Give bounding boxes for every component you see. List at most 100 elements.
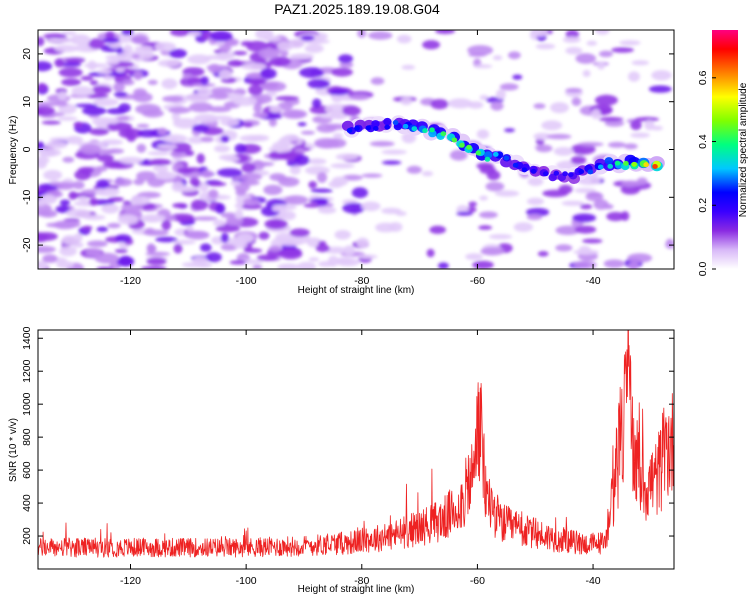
spectrogram-cell bbox=[492, 55, 503, 61]
spectrogram-cell bbox=[136, 123, 150, 128]
spectrogram-cell bbox=[209, 30, 233, 42]
spectrogram-cell bbox=[103, 160, 124, 169]
spectrogram-cell bbox=[64, 220, 81, 228]
spectrogram-cell bbox=[82, 106, 107, 116]
spectrogram-cell bbox=[105, 59, 120, 65]
spectrogram-cell bbox=[329, 88, 350, 96]
y-tick-label: -20 bbox=[21, 237, 33, 252]
spectrogram-cell bbox=[64, 57, 86, 64]
snr-series-line bbox=[38, 330, 674, 558]
spectrogram-cell bbox=[598, 50, 614, 58]
spectrogram-cell bbox=[437, 262, 449, 269]
spectrogram-cell bbox=[234, 209, 244, 220]
spectrogram-cell bbox=[146, 243, 156, 254]
spectrogram-cell bbox=[342, 202, 366, 214]
spectrogram-cell bbox=[38, 61, 53, 72]
spectrogram-cell bbox=[84, 93, 109, 99]
spectrogram-cell bbox=[43, 169, 63, 181]
spectrogram-cell bbox=[268, 118, 277, 127]
spectrogram-cell bbox=[154, 42, 177, 52]
spectrogram-cell bbox=[85, 248, 102, 257]
spectrogram-cell bbox=[243, 248, 263, 253]
spectrogram-cell bbox=[263, 36, 281, 42]
spectrogram-cell bbox=[107, 122, 133, 131]
ridge-cell bbox=[503, 155, 510, 161]
spectrogram-cell bbox=[289, 53, 312, 59]
spectrogram-cell bbox=[177, 167, 194, 175]
spectrogram-cell bbox=[490, 101, 504, 111]
spectrogram-cell bbox=[582, 238, 603, 244]
spectrogram-cell bbox=[555, 225, 580, 235]
spectrogram-cell bbox=[606, 211, 625, 222]
ridge-cell bbox=[587, 169, 594, 175]
spectrogram-cell bbox=[401, 64, 416, 70]
spectrogram-cell bbox=[602, 203, 614, 210]
spectrogram-cell bbox=[573, 260, 597, 269]
ridge-cell bbox=[373, 126, 379, 131]
spectrogram-cell bbox=[338, 54, 353, 64]
x-tick-label: -60 bbox=[470, 575, 485, 587]
spectrogram-cell bbox=[630, 132, 650, 138]
spectrogram-cell bbox=[243, 122, 254, 128]
spectrogram-cell bbox=[331, 176, 349, 187]
spectrogram-cell bbox=[239, 173, 263, 181]
top-x-ticks: -120 -100 -80 -60 -40 bbox=[120, 30, 601, 287]
spectrogram-cell bbox=[648, 85, 672, 93]
spectrogram-cell bbox=[357, 254, 378, 259]
spectrogram-cell bbox=[102, 37, 120, 44]
spectrogram-cell bbox=[96, 226, 109, 233]
spectrogram-cell bbox=[77, 166, 94, 174]
spectrogram-cell bbox=[253, 103, 262, 113]
spectrogram-cell bbox=[476, 162, 494, 170]
bottom-y-axis-label: SNR (10 * v/v) bbox=[8, 418, 19, 482]
spectrogram-cell bbox=[117, 214, 139, 225]
spectrogram-cell bbox=[132, 92, 153, 103]
spectrogram-cell bbox=[315, 140, 340, 149]
spectrogram-cell bbox=[541, 120, 563, 131]
bottom-x-axis-label: Height of straight line (km) bbox=[298, 584, 415, 595]
spectrogram-cell bbox=[472, 260, 494, 269]
spectrogram-cell bbox=[55, 205, 71, 213]
spectrogram-cell bbox=[665, 238, 674, 249]
x-tick-label: -100 bbox=[236, 575, 257, 587]
spectrogram-cell bbox=[50, 181, 76, 187]
spectrogram-cell bbox=[263, 184, 283, 196]
spectrogram-cell bbox=[252, 264, 263, 269]
spectrogram-cell bbox=[181, 262, 207, 268]
spectrogram-cell bbox=[57, 91, 68, 101]
spectrogram-cell bbox=[106, 148, 125, 154]
spectrogram-cell bbox=[192, 124, 210, 133]
ridge-cell bbox=[354, 125, 360, 131]
spectrogram-cell bbox=[62, 235, 77, 245]
spectrogram-cell bbox=[628, 262, 639, 269]
spectrogram-cell bbox=[479, 211, 498, 219]
spectrogram-cell bbox=[234, 143, 247, 154]
spectrogram-cell bbox=[550, 102, 569, 114]
spectrogram-cell bbox=[122, 79, 135, 86]
spectrogram-cell bbox=[47, 37, 61, 43]
spectrogram-cell bbox=[71, 86, 94, 97]
ridge-cell bbox=[466, 144, 472, 150]
spectrogram-cell bbox=[275, 95, 299, 101]
spectrogram-cell bbox=[260, 68, 277, 79]
spectrogram-cell bbox=[173, 118, 198, 129]
signal-ridge bbox=[341, 115, 665, 184]
spectrogram-cell bbox=[240, 41, 254, 47]
colorbar-tick-label: 0.0 bbox=[697, 262, 709, 277]
y-tick-label: 800 bbox=[21, 428, 33, 446]
spectrogram-cell bbox=[486, 170, 501, 181]
bottom-y-ticks: 200 400 600 800 1000 1200 1400 bbox=[21, 326, 674, 545]
spectrogram-cell bbox=[249, 72, 262, 78]
spectrogram-cell bbox=[603, 259, 625, 269]
spectrogram-cell bbox=[200, 76, 209, 86]
spectrogram-cell bbox=[318, 206, 337, 214]
spectrogram-cell bbox=[565, 88, 583, 93]
spectrogram-cell bbox=[570, 143, 596, 155]
spectrogram-cell bbox=[220, 135, 230, 143]
spectrogram-cell bbox=[114, 248, 128, 254]
spectrogram-cell bbox=[604, 119, 625, 127]
spectrogram-cell bbox=[115, 67, 125, 73]
ridge-cell bbox=[614, 160, 621, 166]
spectrogram-cell bbox=[207, 182, 227, 187]
